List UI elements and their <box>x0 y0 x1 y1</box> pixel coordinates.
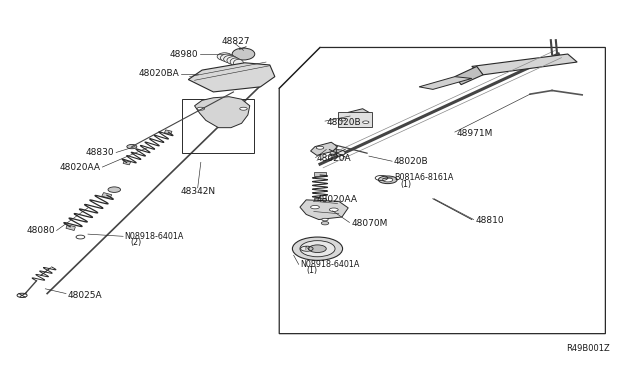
Text: 48971M: 48971M <box>457 129 493 138</box>
Text: 48020AA: 48020AA <box>317 195 358 204</box>
Ellipse shape <box>363 121 369 124</box>
Ellipse shape <box>108 187 120 192</box>
Text: 48020B: 48020B <box>326 118 361 127</box>
Polygon shape <box>310 142 337 155</box>
Ellipse shape <box>217 53 232 60</box>
Polygon shape <box>195 97 250 128</box>
Polygon shape <box>188 63 275 92</box>
Ellipse shape <box>330 150 345 156</box>
Ellipse shape <box>230 58 241 65</box>
Polygon shape <box>66 225 76 231</box>
Text: N08918-6401A: N08918-6401A <box>300 260 359 269</box>
Polygon shape <box>472 54 577 75</box>
Polygon shape <box>123 160 131 165</box>
Ellipse shape <box>127 144 137 149</box>
Ellipse shape <box>232 48 255 60</box>
Ellipse shape <box>227 57 239 64</box>
Polygon shape <box>164 130 172 134</box>
Text: 48070M: 48070M <box>351 219 388 228</box>
Text: 48020AA: 48020AA <box>60 163 100 171</box>
Text: N08918-6401A: N08918-6401A <box>124 232 184 241</box>
Ellipse shape <box>197 107 205 110</box>
Ellipse shape <box>240 107 247 110</box>
Ellipse shape <box>234 59 243 67</box>
Text: N: N <box>305 246 309 251</box>
Text: R49B001Z: R49B001Z <box>566 344 610 353</box>
Text: 48020BA: 48020BA <box>138 69 179 78</box>
Ellipse shape <box>353 113 360 116</box>
Polygon shape <box>102 193 112 198</box>
Text: (2): (2) <box>131 238 142 247</box>
Text: (1): (1) <box>306 266 317 275</box>
Text: 48025A: 48025A <box>68 291 102 300</box>
Bar <box>182 99 254 153</box>
Ellipse shape <box>339 118 346 121</box>
Polygon shape <box>419 77 472 89</box>
Text: 48830: 48830 <box>86 148 115 157</box>
Ellipse shape <box>300 241 335 257</box>
Ellipse shape <box>383 178 393 182</box>
Ellipse shape <box>378 176 397 184</box>
Ellipse shape <box>17 293 27 298</box>
Text: B081A6-8161A: B081A6-8161A <box>394 173 453 183</box>
Polygon shape <box>347 109 370 123</box>
Text: 48080: 48080 <box>27 226 55 235</box>
Polygon shape <box>455 67 483 85</box>
Ellipse shape <box>223 55 237 63</box>
Text: (1): (1) <box>400 180 412 189</box>
Text: 48827: 48827 <box>221 38 250 46</box>
Text: 48810: 48810 <box>476 216 504 225</box>
Ellipse shape <box>308 245 326 253</box>
Polygon shape <box>300 200 348 219</box>
Text: 48020B: 48020B <box>394 157 429 166</box>
Ellipse shape <box>316 146 324 149</box>
Ellipse shape <box>310 205 319 209</box>
Polygon shape <box>314 172 326 176</box>
Ellipse shape <box>322 218 328 221</box>
Ellipse shape <box>76 235 85 239</box>
Ellipse shape <box>321 221 329 225</box>
Text: 48020A: 48020A <box>317 154 351 163</box>
Ellipse shape <box>220 54 234 62</box>
Text: 48342N: 48342N <box>180 187 215 196</box>
Ellipse shape <box>330 208 338 211</box>
Ellipse shape <box>292 237 342 260</box>
Bar <box>337 112 372 127</box>
Polygon shape <box>314 198 326 201</box>
Text: 48980: 48980 <box>169 49 198 58</box>
